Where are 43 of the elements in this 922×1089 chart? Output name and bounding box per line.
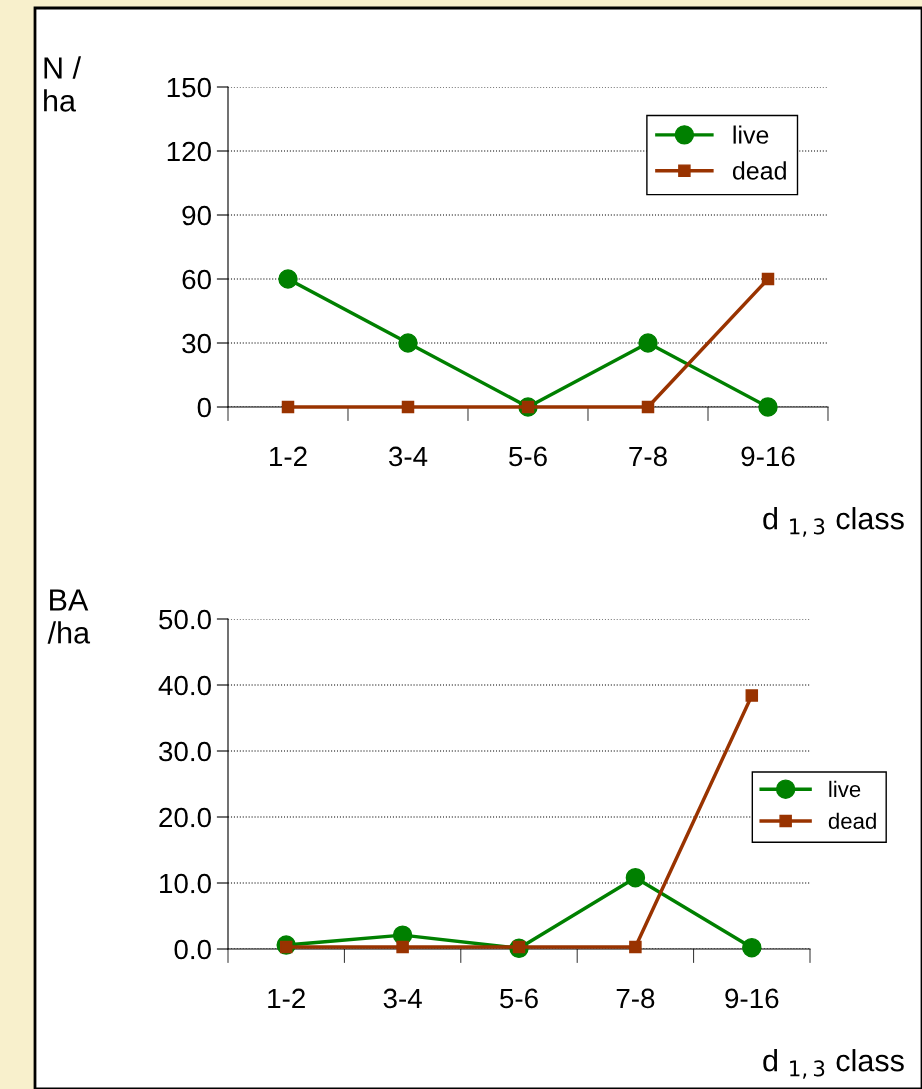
x-tick-label: 5-6 xyxy=(509,446,547,467)
y-tick-label: 20.0 xyxy=(159,807,211,828)
x-axis-title: d $_{1,3}$ class xyxy=(763,507,904,537)
x-tick-label: 9-16 xyxy=(741,446,795,467)
x-tick-label: 1-2 xyxy=(268,988,305,1009)
y-tick-label: 30 xyxy=(182,333,211,354)
point xyxy=(625,867,646,888)
x-tick-label: 3-4 xyxy=(383,988,422,1009)
y-tick-label: 10.0 xyxy=(160,873,211,894)
y-tick-label: 120 xyxy=(167,141,211,162)
point xyxy=(761,272,775,286)
y-tick-label: 30.0 xyxy=(159,741,211,762)
point xyxy=(281,400,295,414)
legend-label: live xyxy=(829,780,861,798)
x-tick-label: 3-4 xyxy=(388,446,428,467)
x-tick-label: 1-2 xyxy=(270,446,307,467)
y-tick-label: 90 xyxy=(182,205,211,226)
point xyxy=(641,400,655,414)
point xyxy=(742,937,762,958)
point xyxy=(278,269,298,289)
y-tick-label: 0 xyxy=(197,397,211,418)
point xyxy=(398,333,418,353)
x-tick-label: 7-8 xyxy=(616,988,655,1009)
y-tick-label: 60 xyxy=(182,269,211,290)
point xyxy=(638,333,658,353)
x-tick-label: 7-8 xyxy=(629,446,667,467)
y-tick-label: 0.0 xyxy=(174,939,211,960)
point xyxy=(629,940,642,954)
y-axis-title: BA /ha xyxy=(47,589,91,644)
legend-label: dead xyxy=(828,812,876,829)
y-axis-title: N / ha xyxy=(44,56,82,112)
x-axis-title: d $_{1,3}$ class xyxy=(763,1049,904,1079)
point xyxy=(745,689,759,702)
point xyxy=(758,397,778,417)
y-tick-label: 40.0 xyxy=(158,675,211,696)
y-tick-label: 150 xyxy=(167,77,211,98)
y-tick-label: 50.0 xyxy=(159,609,211,630)
legend-label: dead xyxy=(732,161,786,180)
x-tick-label: 5-6 xyxy=(500,988,538,1009)
legend-label: live xyxy=(733,125,769,144)
x-tick-label: 9-16 xyxy=(725,988,779,1009)
point xyxy=(401,400,415,414)
point xyxy=(396,940,409,954)
